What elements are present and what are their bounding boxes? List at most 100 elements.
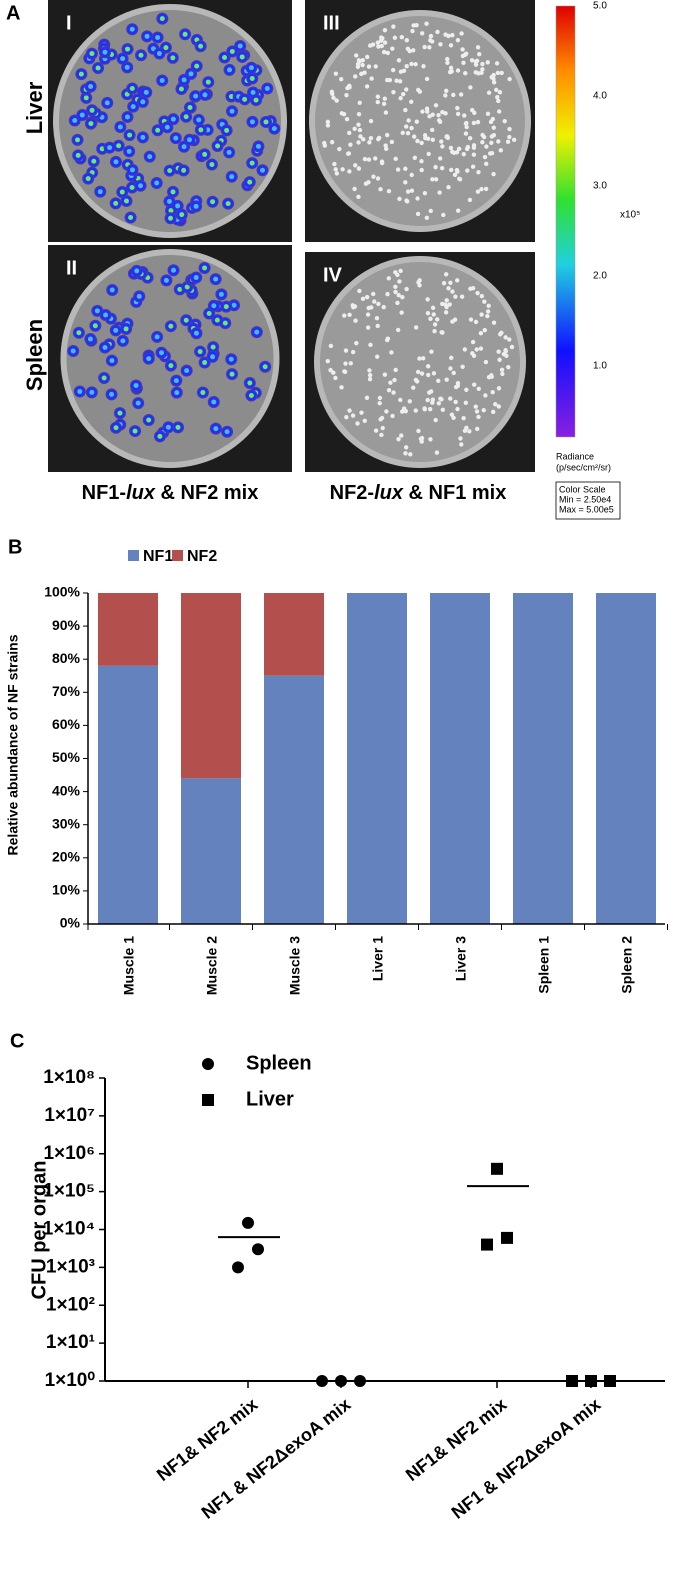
- colony: [468, 85, 473, 90]
- bar-segment: [181, 593, 241, 779]
- colony: [448, 65, 454, 71]
- colony: [444, 134, 449, 139]
- colony: [480, 61, 485, 67]
- colony: [441, 280, 447, 286]
- colony: [496, 139, 501, 144]
- colony: [422, 191, 428, 196]
- colony: [391, 24, 396, 29]
- colony: [464, 425, 469, 431]
- colony-core: [194, 63, 200, 69]
- colony: [486, 90, 492, 95]
- colony: [428, 389, 434, 394]
- colony: [479, 70, 484, 76]
- colony: [494, 87, 499, 93]
- colony: [432, 328, 437, 334]
- colony: [467, 197, 473, 203]
- colony: [393, 284, 398, 289]
- colony: [473, 62, 479, 67]
- colony: [418, 436, 424, 442]
- colony: [430, 112, 435, 117]
- colony: [346, 84, 352, 89]
- colony-core: [76, 330, 82, 336]
- colony: [470, 339, 476, 345]
- colony-core: [264, 85, 270, 91]
- colony: [386, 388, 392, 393]
- colony: [474, 347, 479, 352]
- y-tick-label: 50%: [52, 749, 81, 765]
- colony-core: [209, 162, 215, 168]
- colony: [437, 119, 443, 124]
- colony: [355, 421, 360, 426]
- plate-label: II: [66, 257, 77, 279]
- colony: [491, 320, 497, 325]
- colony: [491, 409, 496, 415]
- color-bar-title: Radiance: [556, 451, 594, 461]
- colony-core: [163, 45, 169, 51]
- colony: [450, 33, 455, 38]
- bar-segment: [264, 675, 324, 924]
- x-tick-label: Liver 1: [370, 936, 386, 981]
- caption-part: & NF1 mix: [403, 482, 506, 504]
- colony: [331, 370, 336, 375]
- colony: [425, 109, 430, 114]
- colony: [413, 62, 418, 67]
- colony-core: [133, 383, 139, 389]
- colony: [471, 382, 477, 387]
- colony: [447, 302, 452, 307]
- colony: [385, 50, 390, 56]
- colony: [480, 132, 485, 138]
- colony-core: [120, 56, 126, 62]
- colony-core: [224, 127, 230, 133]
- colony: [384, 132, 390, 138]
- colony: [449, 69, 454, 74]
- colony: [419, 371, 425, 376]
- data-point: [232, 1261, 244, 1274]
- colony: [449, 167, 454, 173]
- colony: [489, 140, 494, 146]
- y-tick-label: 1×10⁵: [43, 1181, 95, 1202]
- colony-core: [173, 135, 179, 141]
- colony: [451, 92, 456, 98]
- colony: [474, 409, 480, 414]
- colony: [445, 60, 450, 66]
- colony: [475, 426, 480, 432]
- colony-core: [215, 143, 221, 149]
- colony: [386, 188, 392, 194]
- colony-core: [255, 143, 261, 149]
- colony: [404, 38, 409, 43]
- colony: [334, 98, 339, 103]
- colony: [475, 189, 481, 194]
- colony: [435, 29, 440, 35]
- colony: [337, 146, 342, 152]
- x-tick-label: Muscle 3: [287, 936, 303, 995]
- colony: [411, 48, 416, 53]
- colony: [395, 327, 401, 333]
- colony: [383, 110, 389, 115]
- colony: [356, 112, 362, 117]
- colony-core: [263, 119, 269, 125]
- colony-core: [89, 389, 95, 395]
- colony-core: [181, 144, 187, 150]
- colony: [473, 319, 479, 325]
- colony: [373, 428, 379, 433]
- colony: [500, 371, 505, 377]
- colony-core: [227, 67, 233, 73]
- colony-core: [211, 303, 217, 309]
- colony: [357, 288, 362, 294]
- colony: [403, 180, 408, 185]
- y-tick-label: 1×10⁷: [44, 1105, 95, 1126]
- colony: [389, 350, 394, 355]
- colony: [479, 293, 485, 299]
- y-axis-label: CFU per organ: [28, 1161, 50, 1300]
- y-tick-label: 1×10⁶: [43, 1143, 95, 1164]
- y-tick-label: 1×10⁰: [45, 1370, 96, 1391]
- colony-core: [107, 145, 113, 151]
- colony: [410, 28, 415, 34]
- colony: [480, 140, 485, 145]
- colony: [366, 64, 372, 69]
- colony: [398, 397, 403, 403]
- colony: [413, 377, 419, 383]
- colony-core: [225, 201, 231, 207]
- colony: [368, 118, 374, 124]
